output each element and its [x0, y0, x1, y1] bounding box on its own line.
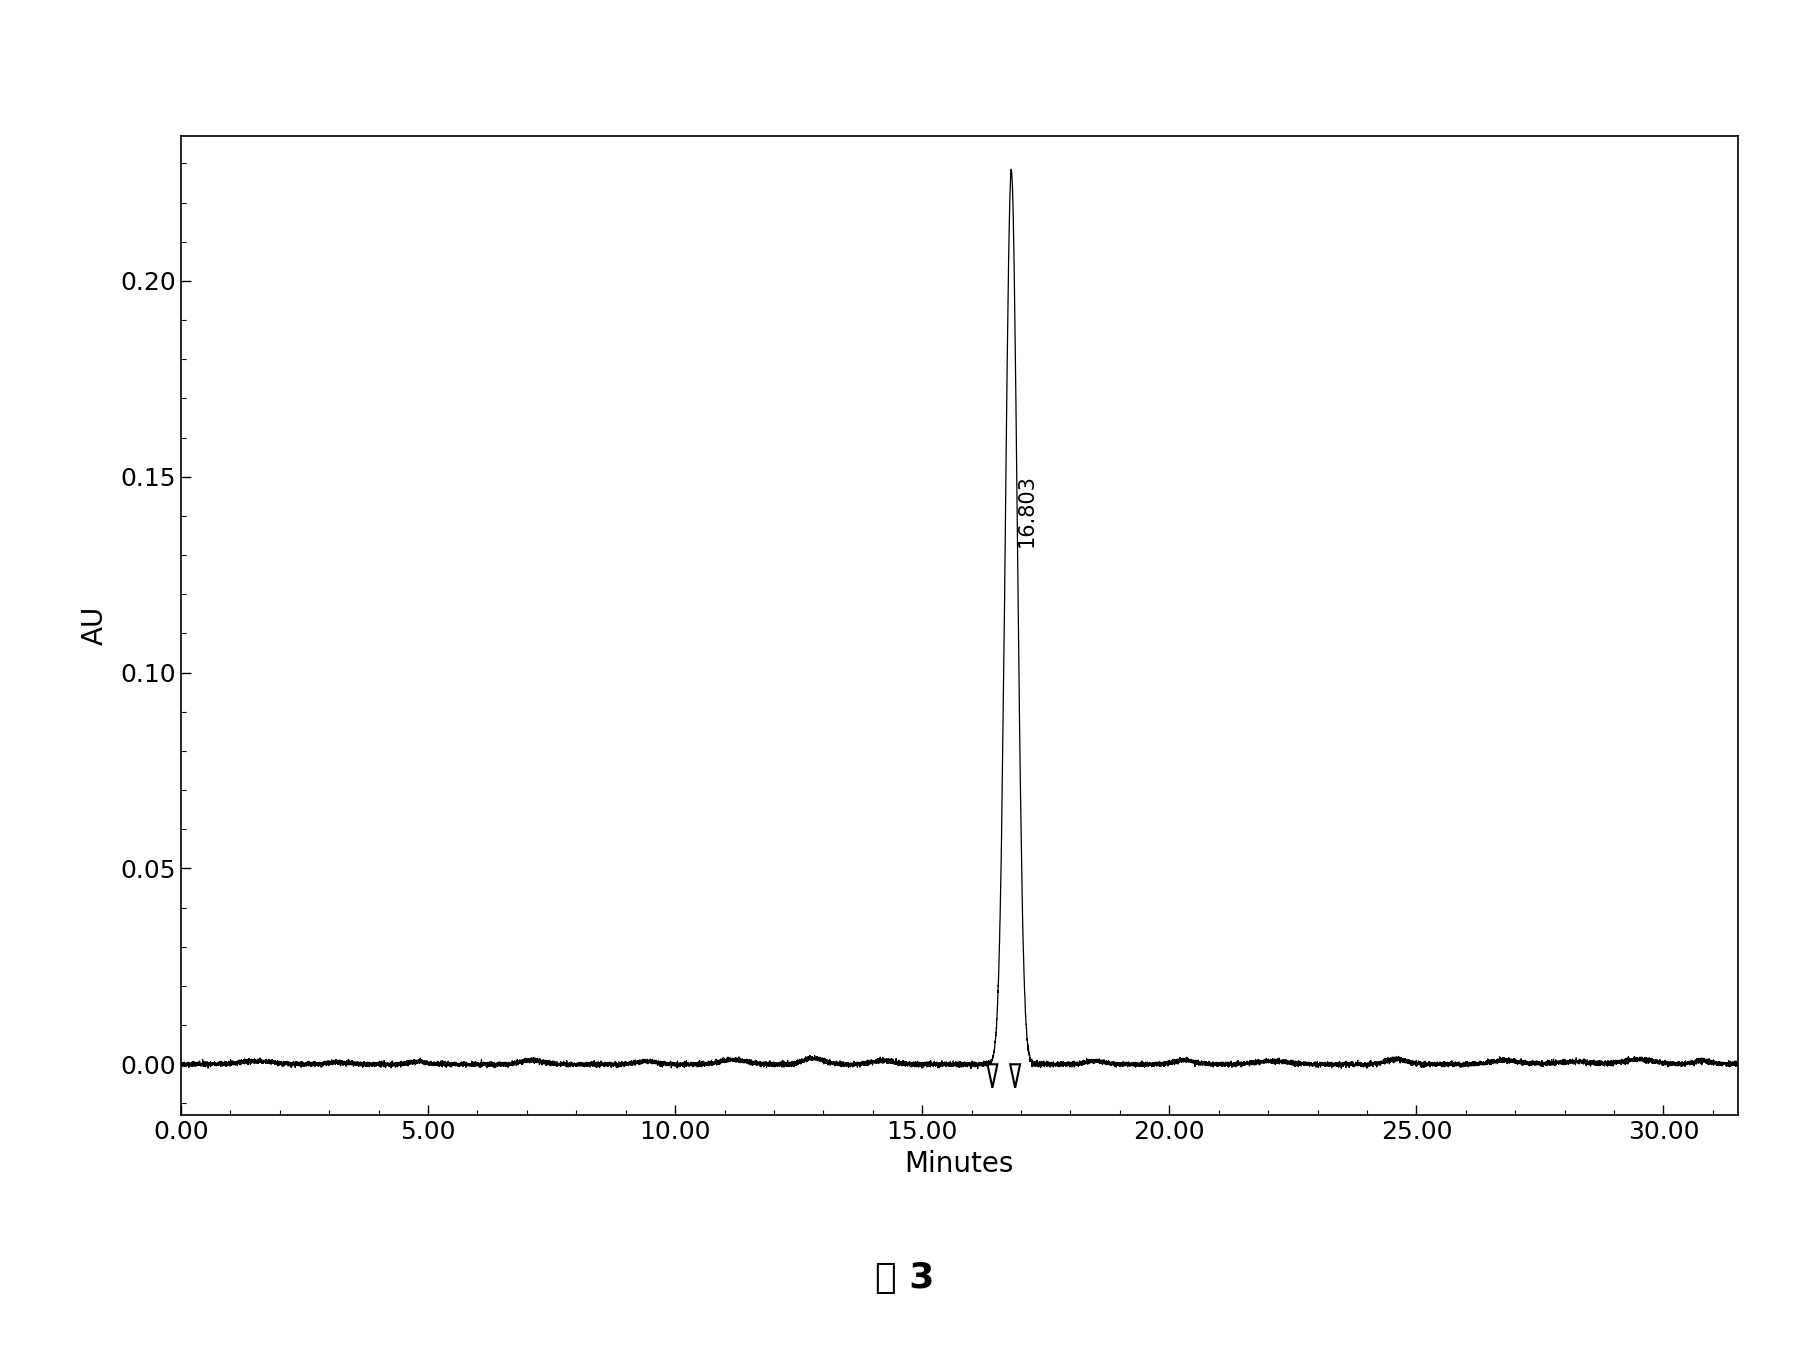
Y-axis label: AU: AU — [81, 607, 109, 645]
Text: 图 3: 图 3 — [876, 1262, 934, 1295]
X-axis label: Minutes: Minutes — [905, 1149, 1014, 1178]
Text: 16.803: 16.803 — [1015, 475, 1037, 547]
